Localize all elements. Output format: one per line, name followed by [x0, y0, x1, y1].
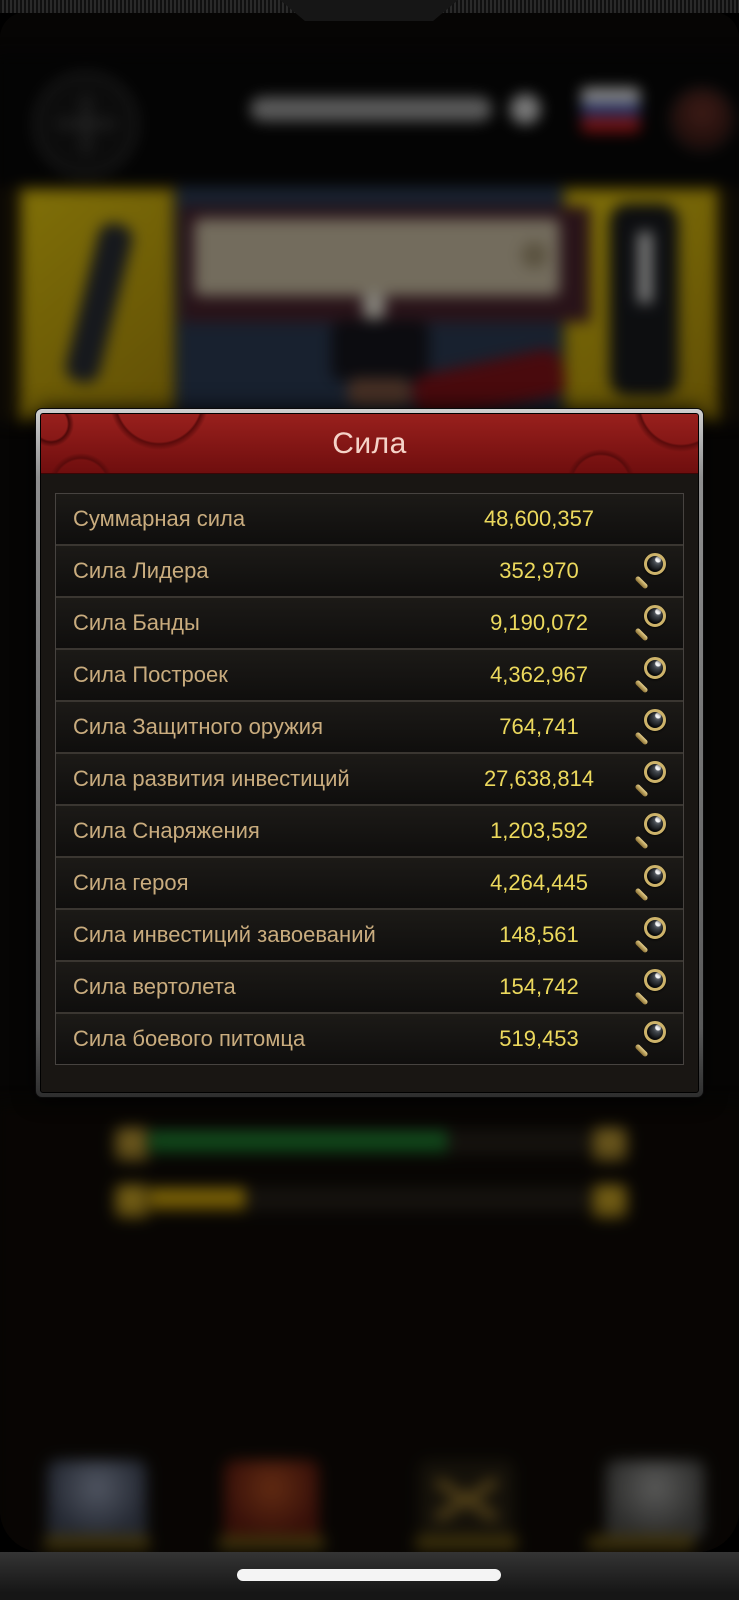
table-row: Сила боевого питомца 519,453 — [56, 1014, 683, 1064]
coin-icon — [114, 1183, 151, 1219]
row-value: 4,362,967 — [490, 662, 588, 687]
table-row: Сила инвестиций завоеваний 148,561 — [56, 910, 683, 960]
russia-flag-icon[interactable] — [581, 87, 640, 133]
game-screen: Сила Суммарная сила 48,600,357 Сила Лиде… — [0, 12, 739, 1552]
header-title-blurred — [250, 96, 492, 122]
row-value: 148,561 — [499, 922, 579, 947]
row-label: Сила инвестиций завоеваний — [73, 922, 376, 947]
back-arrow-icon — [82, 95, 90, 153]
row-value: 4,264,445 — [490, 870, 588, 895]
row-value: 48,600,357 — [483, 506, 595, 531]
nav-label-1 — [43, 1535, 151, 1551]
home-indicator[interactable] — [237, 1569, 501, 1581]
table-row: Сила Снаряжения 1,203,592 — [56, 806, 683, 856]
green-progress-bar — [146, 1129, 590, 1156]
power-list: Суммарная сила 48,600,357 Сила Лидера 35… — [55, 493, 684, 1065]
row-value: 9,190,072 — [490, 610, 588, 635]
shirt-detail — [637, 231, 653, 303]
magnifier-icon[interactable] — [633, 813, 669, 850]
player-avatar[interactable] — [668, 85, 736, 153]
row-label: Суммарная сила — [73, 506, 246, 531]
row-value: 1,203,592 — [490, 818, 588, 843]
character-face — [347, 378, 411, 409]
row-value: 27,638,814 — [483, 766, 595, 791]
table-row: Сила вертолета 154,742 — [56, 962, 683, 1012]
row-value: 519,453 — [499, 1026, 579, 1051]
row-label: Сила Построек — [73, 662, 228, 687]
nav-extra-icon[interactable] — [605, 1460, 705, 1540]
magnifier-icon[interactable] — [633, 1021, 669, 1058]
xp-end-icon — [591, 1127, 628, 1162]
row-label: Сила Банды — [73, 610, 200, 635]
row-value: 764,741 — [499, 714, 579, 739]
table-row: Сила Защитного оружия 764,741 — [56, 702, 683, 752]
nav-label-2 — [217, 1535, 326, 1551]
globe-icon — [510, 93, 541, 125]
magnifier-icon[interactable] — [633, 917, 669, 954]
coin-end-icon — [591, 1183, 628, 1219]
blurred-game-background — [0, 12, 739, 1552]
row-value: 352,970 — [499, 558, 579, 583]
yellow-progress-bar — [146, 1185, 590, 1213]
magnifier-icon[interactable] — [633, 709, 669, 746]
row-label: Сила героя — [73, 870, 189, 895]
row-label: Сила Лидера — [73, 558, 209, 583]
xp-icon — [114, 1127, 151, 1162]
small-figure — [362, 292, 386, 320]
table-row: Сила Лидера 352,970 — [56, 546, 683, 596]
table-row: Сила героя 4,264,445 — [56, 858, 683, 908]
row-value: 154,742 — [499, 974, 579, 999]
magnifier-icon[interactable] — [633, 657, 669, 694]
search-input[interactable] — [194, 218, 560, 296]
magnifier-icon[interactable] — [633, 605, 669, 642]
phone-notch — [280, 0, 458, 21]
power-modal: Сила Суммарная сила 48,600,357 Сила Лиде… — [35, 408, 704, 1098]
character-hat — [331, 320, 429, 382]
modal-title-bar: Сила — [41, 414, 698, 474]
magnifier-icon[interactable] — [633, 969, 669, 1006]
nav-events-icon[interactable] — [223, 1460, 320, 1540]
row-label: Сила вертолета — [73, 974, 236, 999]
nav-battle-icon[interactable] — [418, 1460, 515, 1540]
table-row: Суммарная сила 48,600,357 — [56, 494, 683, 544]
table-row: Сила Банды 9,190,072 — [56, 598, 683, 648]
table-row: Сила Построек 4,362,967 — [56, 650, 683, 700]
nav-label-4 — [587, 1535, 695, 1551]
magnifier-icon[interactable] — [633, 553, 669, 590]
magnifier-icon[interactable] — [633, 761, 669, 798]
magnifier-icon[interactable] — [633, 865, 669, 902]
row-label: Сила Снаряжения — [73, 818, 260, 843]
row-label: Сила Защитного оружия — [73, 714, 324, 739]
row-label: Сила развития инвестиций — [73, 766, 350, 791]
nav-rating-icon[interactable] — [47, 1460, 147, 1540]
row-label: Сила боевого питомца — [73, 1026, 306, 1051]
table-row: Сила развития инвестиций 27,638,814 — [56, 754, 683, 804]
modal-title: Сила — [332, 426, 407, 460]
item-card-left[interactable] — [18, 187, 176, 421]
nav-label-3 — [414, 1535, 519, 1551]
search-icon — [521, 242, 548, 269]
